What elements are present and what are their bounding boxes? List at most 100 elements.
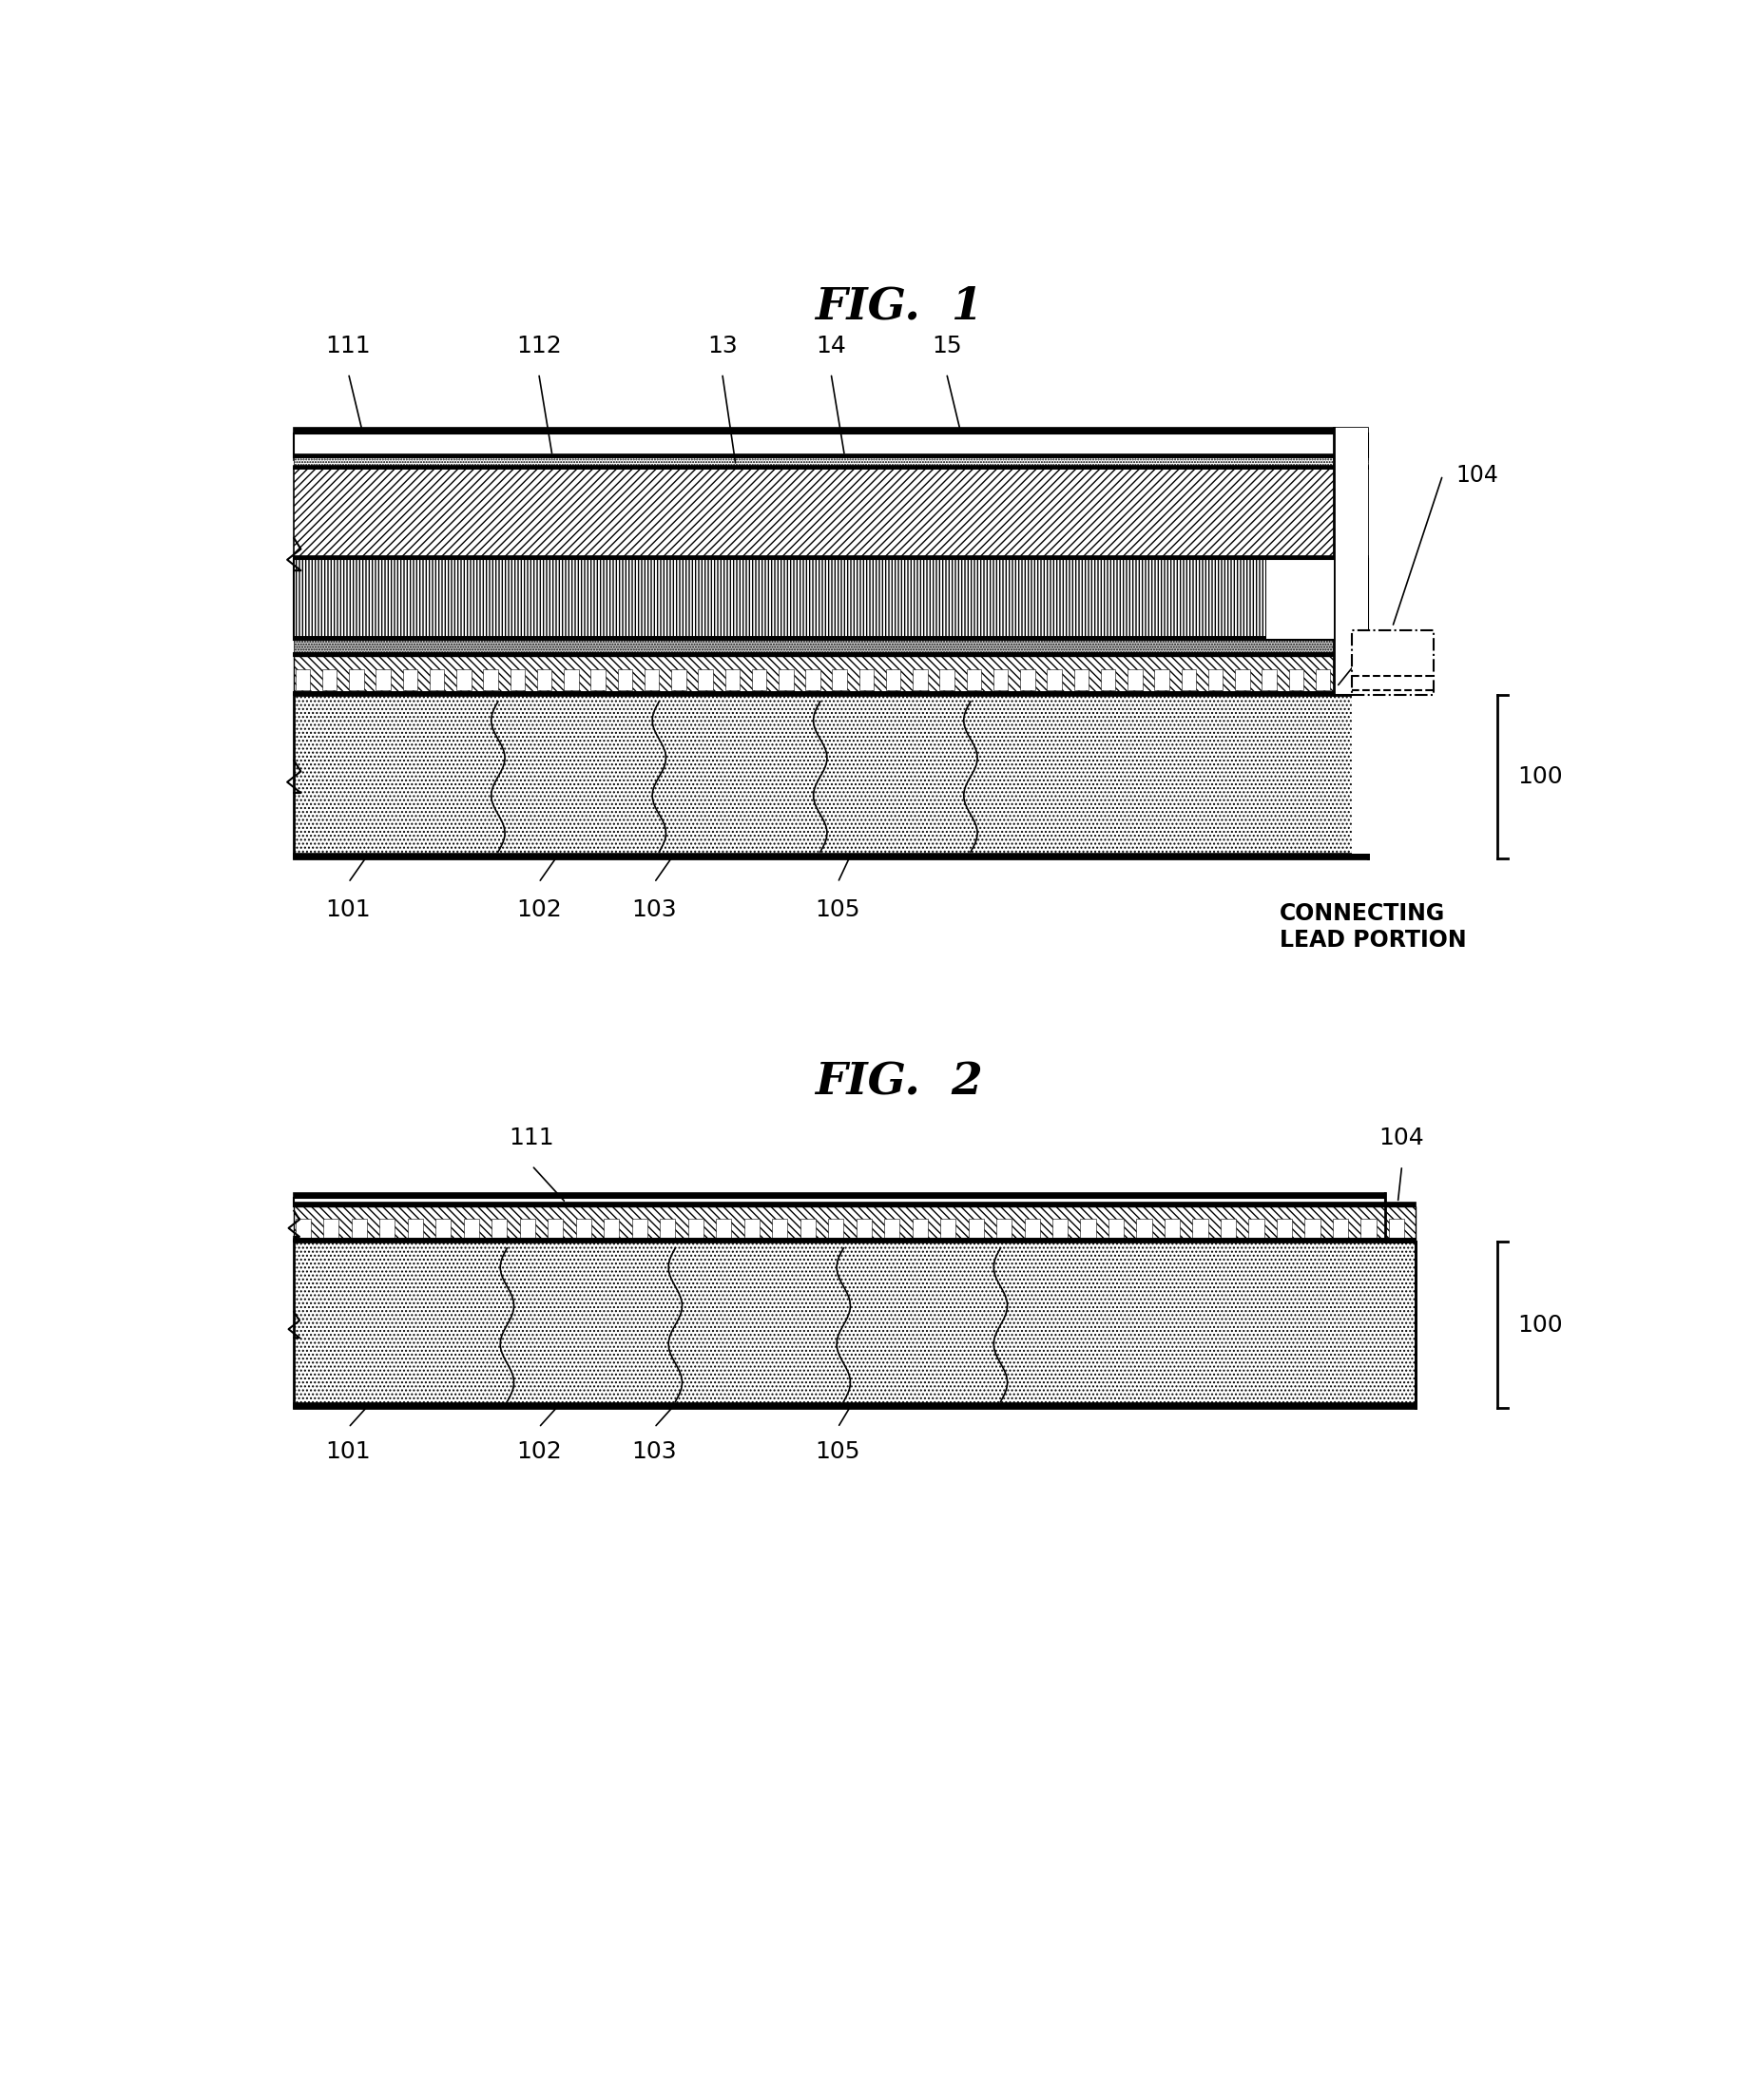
Bar xyxy=(295,691,1368,695)
Bar xyxy=(698,670,712,691)
Bar xyxy=(295,1197,1386,1205)
Bar xyxy=(833,670,847,691)
Bar xyxy=(688,1218,703,1239)
Bar xyxy=(752,670,766,691)
Bar xyxy=(968,1218,984,1239)
Bar xyxy=(295,556,1368,559)
Bar xyxy=(1154,670,1170,691)
Bar xyxy=(940,670,954,691)
Bar xyxy=(510,670,524,691)
Bar xyxy=(295,695,1368,859)
Bar xyxy=(1316,670,1330,691)
Bar xyxy=(1235,670,1251,691)
Bar xyxy=(1209,670,1223,691)
Bar xyxy=(295,1403,1415,1409)
Text: 102: 102 xyxy=(516,1441,561,1464)
Bar xyxy=(295,640,1368,655)
Text: FIG.  1: FIG. 1 xyxy=(816,284,982,328)
Bar xyxy=(996,1218,1012,1239)
Bar xyxy=(519,1218,535,1239)
Text: 15: 15 xyxy=(931,334,961,357)
Bar xyxy=(1073,670,1089,691)
Text: 101: 101 xyxy=(326,1441,372,1464)
Text: CONNECTING
LEAD PORTION: CONNECTING LEAD PORTION xyxy=(1280,903,1466,951)
Bar xyxy=(1305,1218,1321,1239)
Bar xyxy=(828,1218,844,1239)
Bar xyxy=(1021,670,1035,691)
Bar xyxy=(295,655,1368,695)
Bar xyxy=(295,691,1368,695)
Text: 13: 13 xyxy=(707,334,737,357)
Bar xyxy=(1389,1218,1405,1239)
Bar xyxy=(1249,1218,1265,1239)
Bar xyxy=(295,653,1368,655)
Bar xyxy=(379,1218,395,1239)
Bar xyxy=(603,1218,619,1239)
Bar xyxy=(1080,1218,1096,1239)
Bar xyxy=(1102,670,1116,691)
Bar xyxy=(295,458,1368,460)
Text: 112: 112 xyxy=(516,334,561,357)
Bar xyxy=(295,454,1368,458)
Bar xyxy=(351,1218,367,1239)
Bar xyxy=(295,1218,310,1239)
Bar xyxy=(724,670,740,691)
Bar xyxy=(912,670,928,691)
Bar xyxy=(295,466,1368,468)
Bar xyxy=(779,670,793,691)
Bar xyxy=(617,670,631,691)
Bar xyxy=(295,468,1368,559)
Bar xyxy=(660,1218,675,1239)
Bar xyxy=(1266,559,1333,640)
Bar xyxy=(1221,1218,1237,1239)
Bar xyxy=(295,1205,1415,1241)
Bar xyxy=(1180,670,1196,691)
Bar xyxy=(463,1218,479,1239)
Bar xyxy=(966,670,980,691)
Bar xyxy=(295,853,1368,859)
Bar xyxy=(884,1218,900,1239)
Bar xyxy=(859,670,873,691)
Bar xyxy=(1165,1218,1180,1239)
Bar xyxy=(1052,1218,1068,1239)
Bar xyxy=(1342,670,1358,691)
Bar xyxy=(407,1218,423,1239)
Bar xyxy=(1047,670,1061,691)
Bar xyxy=(430,670,444,691)
Bar xyxy=(1277,1218,1293,1239)
Bar xyxy=(886,670,902,691)
Bar xyxy=(672,670,686,691)
Text: 111: 111 xyxy=(509,1126,554,1149)
Bar xyxy=(993,670,1009,691)
Bar xyxy=(575,1218,591,1239)
Bar xyxy=(800,1218,816,1239)
Text: 101: 101 xyxy=(326,899,372,922)
Bar xyxy=(537,670,553,691)
Text: 105: 105 xyxy=(816,899,859,922)
Bar xyxy=(491,1218,507,1239)
Text: 100: 100 xyxy=(1517,1312,1563,1336)
Bar xyxy=(547,1218,563,1239)
Bar xyxy=(644,670,660,691)
Bar xyxy=(295,559,1368,640)
Bar xyxy=(295,1241,1415,1409)
Bar xyxy=(716,1218,731,1239)
Bar xyxy=(1024,1218,1040,1239)
Bar xyxy=(295,458,1368,468)
Bar xyxy=(772,1218,788,1239)
Bar xyxy=(295,1239,1415,1241)
Text: 100: 100 xyxy=(1517,764,1563,788)
Bar xyxy=(940,1218,956,1239)
Bar xyxy=(295,428,1368,433)
Bar xyxy=(1361,1218,1377,1239)
Bar xyxy=(1289,670,1303,691)
Bar xyxy=(295,1239,1415,1241)
Text: 103: 103 xyxy=(631,1441,677,1464)
Bar xyxy=(856,1218,872,1239)
Text: 103: 103 xyxy=(631,899,677,922)
Bar xyxy=(295,653,1368,655)
Bar xyxy=(563,670,579,691)
Bar xyxy=(375,670,391,691)
Bar xyxy=(631,1218,647,1239)
Bar xyxy=(323,670,337,691)
